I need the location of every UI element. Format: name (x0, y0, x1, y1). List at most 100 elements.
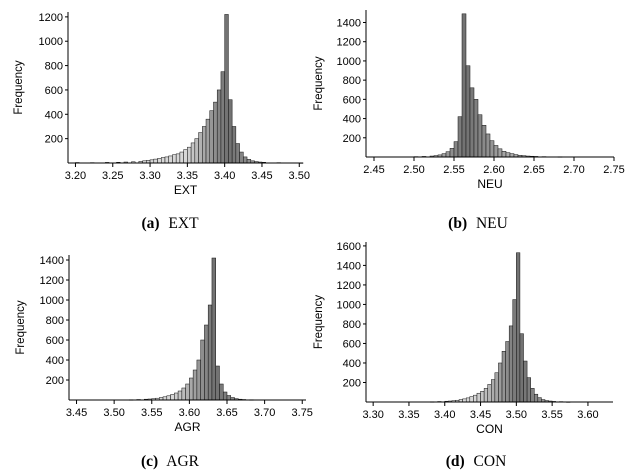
y-tick-label: 200 (343, 377, 361, 389)
histogram-bar (216, 89, 222, 164)
histogram-bar (497, 148, 503, 158)
x-tick-label: 3.75 (292, 407, 313, 419)
histogram-bar (181, 387, 186, 401)
panel-caption: (c) AGR (141, 453, 200, 470)
x-tick-label: 3.45 (470, 409, 491, 421)
histogram-bar (457, 116, 463, 158)
histogram-bar (172, 154, 177, 164)
x-tick-label: 3.40 (434, 409, 455, 421)
x-axis-label: EXT (174, 183, 198, 197)
y-tick-label: 400 (343, 114, 361, 126)
histogram-bar (473, 99, 479, 158)
histogram-bar (534, 393, 539, 403)
histogram-bar (170, 394, 175, 401)
y-tick-label: 800 (343, 75, 361, 87)
caption-text: AGR (166, 453, 199, 470)
histogram-bar (204, 324, 209, 401)
x-tick-label: 2.50 (403, 164, 424, 176)
histogram-bar (473, 394, 478, 403)
histogram-bar (215, 365, 220, 401)
histogram-bar (441, 153, 447, 158)
histogram-bar (483, 388, 488, 403)
x-tick-label: 3.30 (139, 170, 160, 182)
histogram-bar (185, 383, 190, 401)
x-tick-label: 3.20 (65, 170, 86, 182)
histogram-bar (512, 299, 517, 403)
caption-label: (c) (141, 453, 158, 470)
panel-agr: 200 400 600 800 1000 1200 1400 3.45 3.50 3.55 3.6… (15, 255, 313, 470)
histogram-bar (209, 110, 214, 164)
histogram-bar (228, 99, 233, 164)
caption-text: NEU (476, 215, 508, 232)
caption-label: (b) (448, 215, 467, 232)
x-axis-label: AGR (174, 420, 200, 434)
panel-caption: (d) CON (446, 453, 507, 470)
histogram-bar (498, 362, 503, 403)
histogram-bars (128, 257, 254, 401)
histogram-bar (239, 151, 244, 164)
histogram-bar (523, 360, 528, 403)
histogram-bar (469, 87, 475, 158)
y-tick-label: 1200 (337, 37, 361, 49)
caption-text: EXT (168, 215, 199, 232)
histogram-bar (516, 252, 521, 403)
histogram-bar (481, 125, 487, 158)
histogram-bar (469, 396, 474, 403)
histogram-bar (487, 384, 492, 403)
x-tick-label: 3.60 (577, 409, 598, 421)
y-tick-label: 200 (46, 375, 64, 387)
histogram-bar (489, 140, 495, 158)
histogram-bar (449, 148, 455, 158)
y-axis-ticks: 200 400 600 800 1000 1200 1400 (337, 17, 366, 145)
histogram-bar (226, 395, 232, 401)
histogram-bar (205, 118, 211, 164)
histogram-bar (501, 351, 506, 403)
y-axis-ticks: 200 400 600 800 1000 1200 1400 (40, 255, 69, 387)
y-tick-label: 600 (45, 85, 63, 97)
histogram-bar (177, 390, 183, 401)
y-tick-label: 400 (343, 358, 361, 370)
x-tick-label: 3.50 (289, 170, 310, 182)
histogram-bar (196, 359, 201, 401)
y-axis-label: Frequency (313, 295, 325, 350)
y-tick-label: 1000 (39, 36, 63, 48)
y-tick-label: 1000 (337, 299, 361, 311)
x-tick-label: 3.70 (254, 407, 275, 419)
x-tick-label: 3.50 (103, 407, 124, 419)
y-tick-label: 1000 (337, 56, 361, 68)
x-tick-label: 3.35 (177, 170, 198, 182)
histogram-bar (179, 151, 184, 164)
histogram-bar (161, 157, 166, 164)
histogram-bar (530, 388, 535, 403)
y-tick-label: 400 (45, 109, 63, 121)
y-tick-label: 1000 (40, 295, 64, 307)
histogram-bars (75, 14, 304, 164)
x-tick-label: 3.50 (506, 409, 527, 421)
histogram-bar (183, 149, 188, 164)
histogram-bar (190, 142, 196, 164)
y-tick-label: 1400 (40, 255, 64, 267)
x-tick-label: 2.75 (603, 164, 624, 176)
x-tick-label: 3.30 (362, 409, 383, 421)
x-axis-ticks: 3.30 3.35 3.40 3.45 3.50 3.55 3.60 (362, 402, 599, 421)
y-tick-label: 1200 (337, 280, 361, 292)
histogram-bars (413, 13, 563, 158)
x-axis-label: NEU (477, 177, 502, 191)
x-axis-ticks: 3.20 3.25 3.30 3.35 3.40 3.45 3.50 (65, 163, 310, 182)
histogram-bar (235, 143, 240, 164)
histogram-bar (477, 114, 483, 158)
histogram-bar (187, 146, 192, 164)
y-tick-label: 200 (343, 133, 361, 145)
histogram-bar (537, 397, 542, 403)
x-tick-label: 3.45 (251, 170, 272, 182)
x-axis-ticks: 2.45 2.50 2.55 2.60 2.65 2.70 2.75 (363, 157, 625, 176)
histogram-bar (465, 397, 471, 403)
x-tick-label: 3.40 (214, 170, 235, 182)
x-tick-label: 3.45 (66, 407, 87, 419)
y-axis-label: Frequency (13, 60, 25, 115)
histogram-bar (166, 395, 171, 401)
y-tick-label: 1200 (40, 275, 64, 287)
histogram-bar (189, 377, 194, 401)
x-tick-label: 2.70 (563, 164, 584, 176)
